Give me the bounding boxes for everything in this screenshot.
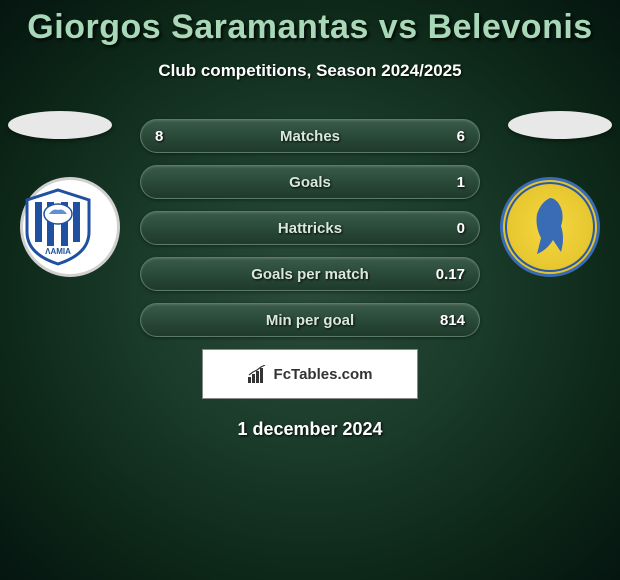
stat-right-value: 0 bbox=[435, 220, 465, 237]
brand-footer[interactable]: FcTables.com bbox=[202, 349, 418, 399]
stat-label: Matches bbox=[185, 128, 435, 145]
content-area: ΛΑΜΙΑ 8 Matches 6 Goals 1 Hat bbox=[0, 119, 620, 440]
stat-row: 8 Matches 6 bbox=[140, 119, 480, 153]
stat-right-value: 1 bbox=[435, 174, 465, 191]
stat-row: Goals per match 0.17 bbox=[140, 257, 480, 291]
bar-chart-icon bbox=[248, 365, 268, 383]
panetolikos-crest-icon bbox=[503, 180, 597, 274]
stat-label: Min per goal bbox=[185, 312, 435, 329]
stat-row: Min per goal 814 bbox=[140, 303, 480, 337]
subtitle: Club competitions, Season 2024/2025 bbox=[0, 61, 620, 81]
comparison-card: Giorgos Saramantas vs Belevonis Club com… bbox=[0, 0, 620, 440]
brand-label: FcTables.com bbox=[274, 366, 373, 383]
stats-list: 8 Matches 6 Goals 1 Hattricks 0 Goals pe… bbox=[140, 119, 480, 337]
svg-text:ΛΑΜΙΑ: ΛΑΜΙΑ bbox=[45, 247, 71, 256]
page-title: Giorgos Saramantas vs Belevonis bbox=[0, 8, 620, 47]
stat-row: Goals 1 bbox=[140, 165, 480, 199]
stat-right-value: 0.17 bbox=[435, 266, 465, 283]
date-label: 1 december 2024 bbox=[0, 419, 620, 440]
stat-row: Hattricks 0 bbox=[140, 211, 480, 245]
stat-label: Goals bbox=[185, 174, 435, 191]
stat-label: Hattricks bbox=[185, 220, 435, 237]
stat-label: Goals per match bbox=[185, 266, 435, 283]
team-badge-left: ΛΑΜΙΑ bbox=[20, 177, 120, 277]
left-platform-ellipse bbox=[8, 111, 112, 139]
stat-right-value: 6 bbox=[435, 128, 465, 145]
right-platform-ellipse bbox=[508, 111, 612, 139]
team-badge-right bbox=[500, 177, 600, 277]
lamia-crest-icon: ΛΑΜΙΑ bbox=[23, 188, 93, 266]
stat-left-value: 8 bbox=[155, 128, 185, 145]
stat-right-value: 814 bbox=[435, 312, 465, 329]
